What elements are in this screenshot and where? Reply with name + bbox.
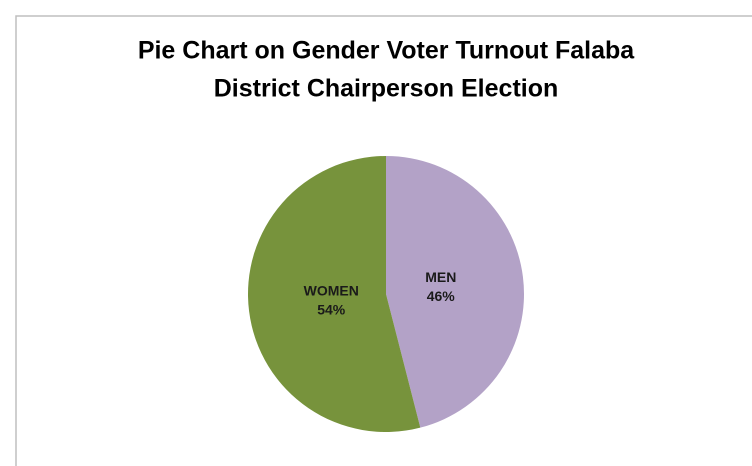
pie-slice xyxy=(248,156,421,432)
slice-label: MEN xyxy=(425,269,456,285)
slice-value: 46% xyxy=(427,288,456,304)
chart-title: Pie Chart on Gender Voter Turnout Falaba xyxy=(138,37,635,65)
pie-slice xyxy=(386,156,525,428)
slice-value: 54% xyxy=(317,302,346,318)
chart-title: District Chairperson Election xyxy=(214,75,559,103)
slice-label: WOMEN xyxy=(304,283,359,299)
